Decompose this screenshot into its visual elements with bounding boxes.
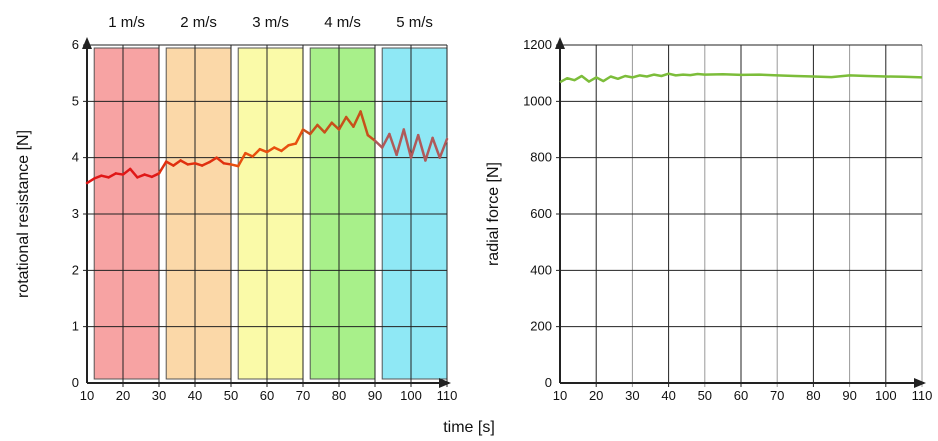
series-line-segment	[150, 172, 161, 179]
y-tick-label: 2	[72, 262, 79, 277]
y-tick-label: 5	[72, 93, 79, 108]
x-tick-label: 30	[625, 388, 639, 403]
y-tick-label: 800	[530, 150, 552, 165]
series-line-segment	[143, 173, 154, 179]
x-tick-label: 90	[842, 388, 856, 403]
y-tick-label: 3	[72, 206, 79, 221]
x-tick-label: 60	[734, 388, 748, 403]
x-tick-label: 60	[260, 388, 274, 403]
y-tick-label: 400	[530, 262, 552, 277]
series-line-segment	[402, 128, 413, 159]
series-line-segment	[301, 128, 312, 136]
x-tick-label: 10	[80, 388, 94, 403]
x-tick-label: 20	[589, 388, 603, 403]
series-line-segment	[121, 167, 132, 176]
series-line-segment	[352, 110, 362, 128]
series-line-segment	[280, 144, 290, 153]
series-line-segment	[366, 133, 377, 143]
series-line-segment	[359, 110, 370, 137]
y-tick-label: 6	[72, 37, 79, 52]
x-axis-arrow	[439, 378, 451, 388]
series-line-segment	[337, 115, 348, 131]
series-line-segment	[330, 121, 341, 131]
band-label-1: 1 m/s	[108, 14, 145, 31]
rotational-resistance-chart: 1 m/s 2 m/s 3 m/s 4 m/s 5 m/s10 20 30 40 50 60 70 8…	[15, 14, 457, 403]
series-line-segment	[265, 146, 276, 154]
series-line-segment	[244, 151, 254, 158]
series-line-segment	[208, 156, 218, 164]
y-axis-label: rotational resistance [N]	[15, 130, 32, 298]
series-line-segment	[251, 147, 262, 158]
series-line-segment	[200, 160, 211, 167]
x-tick-label: 80	[332, 388, 346, 403]
series-line-segment	[179, 159, 190, 166]
x-tick-label: 100	[875, 388, 897, 403]
series-line-segment	[316, 123, 326, 134]
y-tick-label: 1200	[523, 37, 552, 52]
series-line-segment	[157, 160, 168, 175]
series-line-segment	[215, 156, 226, 165]
x-tick-label: 90	[368, 388, 382, 403]
x-tick-label: 70	[296, 388, 310, 403]
y-tick-label: 4	[72, 150, 79, 165]
x-tick-label: 50	[698, 388, 712, 403]
x-tick-label: 30	[152, 388, 166, 403]
y-tick-label: 200	[530, 319, 552, 334]
series-line-segment	[258, 147, 269, 154]
x-tick-label: 110	[437, 388, 458, 403]
x-tick-label: 110	[912, 388, 933, 403]
x-tick-label: 20	[116, 388, 130, 403]
x-tick-label: 40	[661, 388, 675, 403]
y-tick-label: 0	[545, 375, 552, 390]
radial-force-chart: 10 20 30 40 50 60 70 80 90 100 110 0 200 400 600 800 100…	[485, 37, 932, 403]
y-axis-arrow	[555, 37, 565, 49]
series-line-segment	[164, 160, 175, 167]
series-line-segment	[409, 133, 420, 159]
series-line-segment	[431, 136, 442, 159]
y-tick-label: 1	[72, 319, 79, 334]
band-label-3: 3 m/s	[252, 14, 289, 31]
y-tick-label: 600	[530, 206, 552, 221]
series-line-segment	[193, 162, 204, 167]
series-line-segment	[172, 159, 182, 167]
series-line-segment	[136, 173, 146, 179]
series-line-segment	[395, 128, 406, 157]
series-line-segment	[388, 132, 398, 157]
series-line-segment	[294, 128, 305, 145]
series-line-segment	[424, 136, 434, 162]
band-label-4: 4 m/s	[324, 14, 361, 31]
band-label-5: 5 m/s	[396, 14, 433, 31]
series-line-segment	[107, 172, 118, 179]
y-axis-label: radial force [N]	[485, 162, 502, 266]
series-line-segment	[92, 174, 103, 180]
series-line-segment	[438, 137, 449, 159]
x-axis-label: time [s]	[443, 419, 495, 436]
series-line-segment	[416, 133, 427, 162]
y-tick-label: 0	[72, 375, 79, 390]
y-axis-arrow	[82, 37, 92, 49]
series-line-segment	[344, 115, 355, 128]
series-line-segment	[236, 151, 247, 168]
x-tick-label: 70	[770, 388, 784, 403]
band-label-2: 2 m/s	[180, 14, 217, 31]
x-axis-arrow	[914, 378, 926, 388]
x-tick-label: 50	[224, 388, 238, 403]
series-line	[559, 72, 923, 84]
series-line-segment	[308, 123, 319, 136]
x-tick-label: 80	[806, 388, 820, 403]
series-line-segment	[323, 121, 334, 134]
x-tick-label: 100	[400, 388, 422, 403]
series-line-segment	[272, 146, 283, 153]
series-line-segment	[373, 139, 384, 149]
y-tick-label: 1000	[523, 93, 552, 108]
series-line-segment	[380, 132, 391, 149]
x-tick-label: 40	[188, 388, 202, 403]
x-tick-label: 10	[553, 388, 567, 403]
series-line-segment	[85, 177, 96, 185]
series-line-segment	[128, 167, 139, 179]
